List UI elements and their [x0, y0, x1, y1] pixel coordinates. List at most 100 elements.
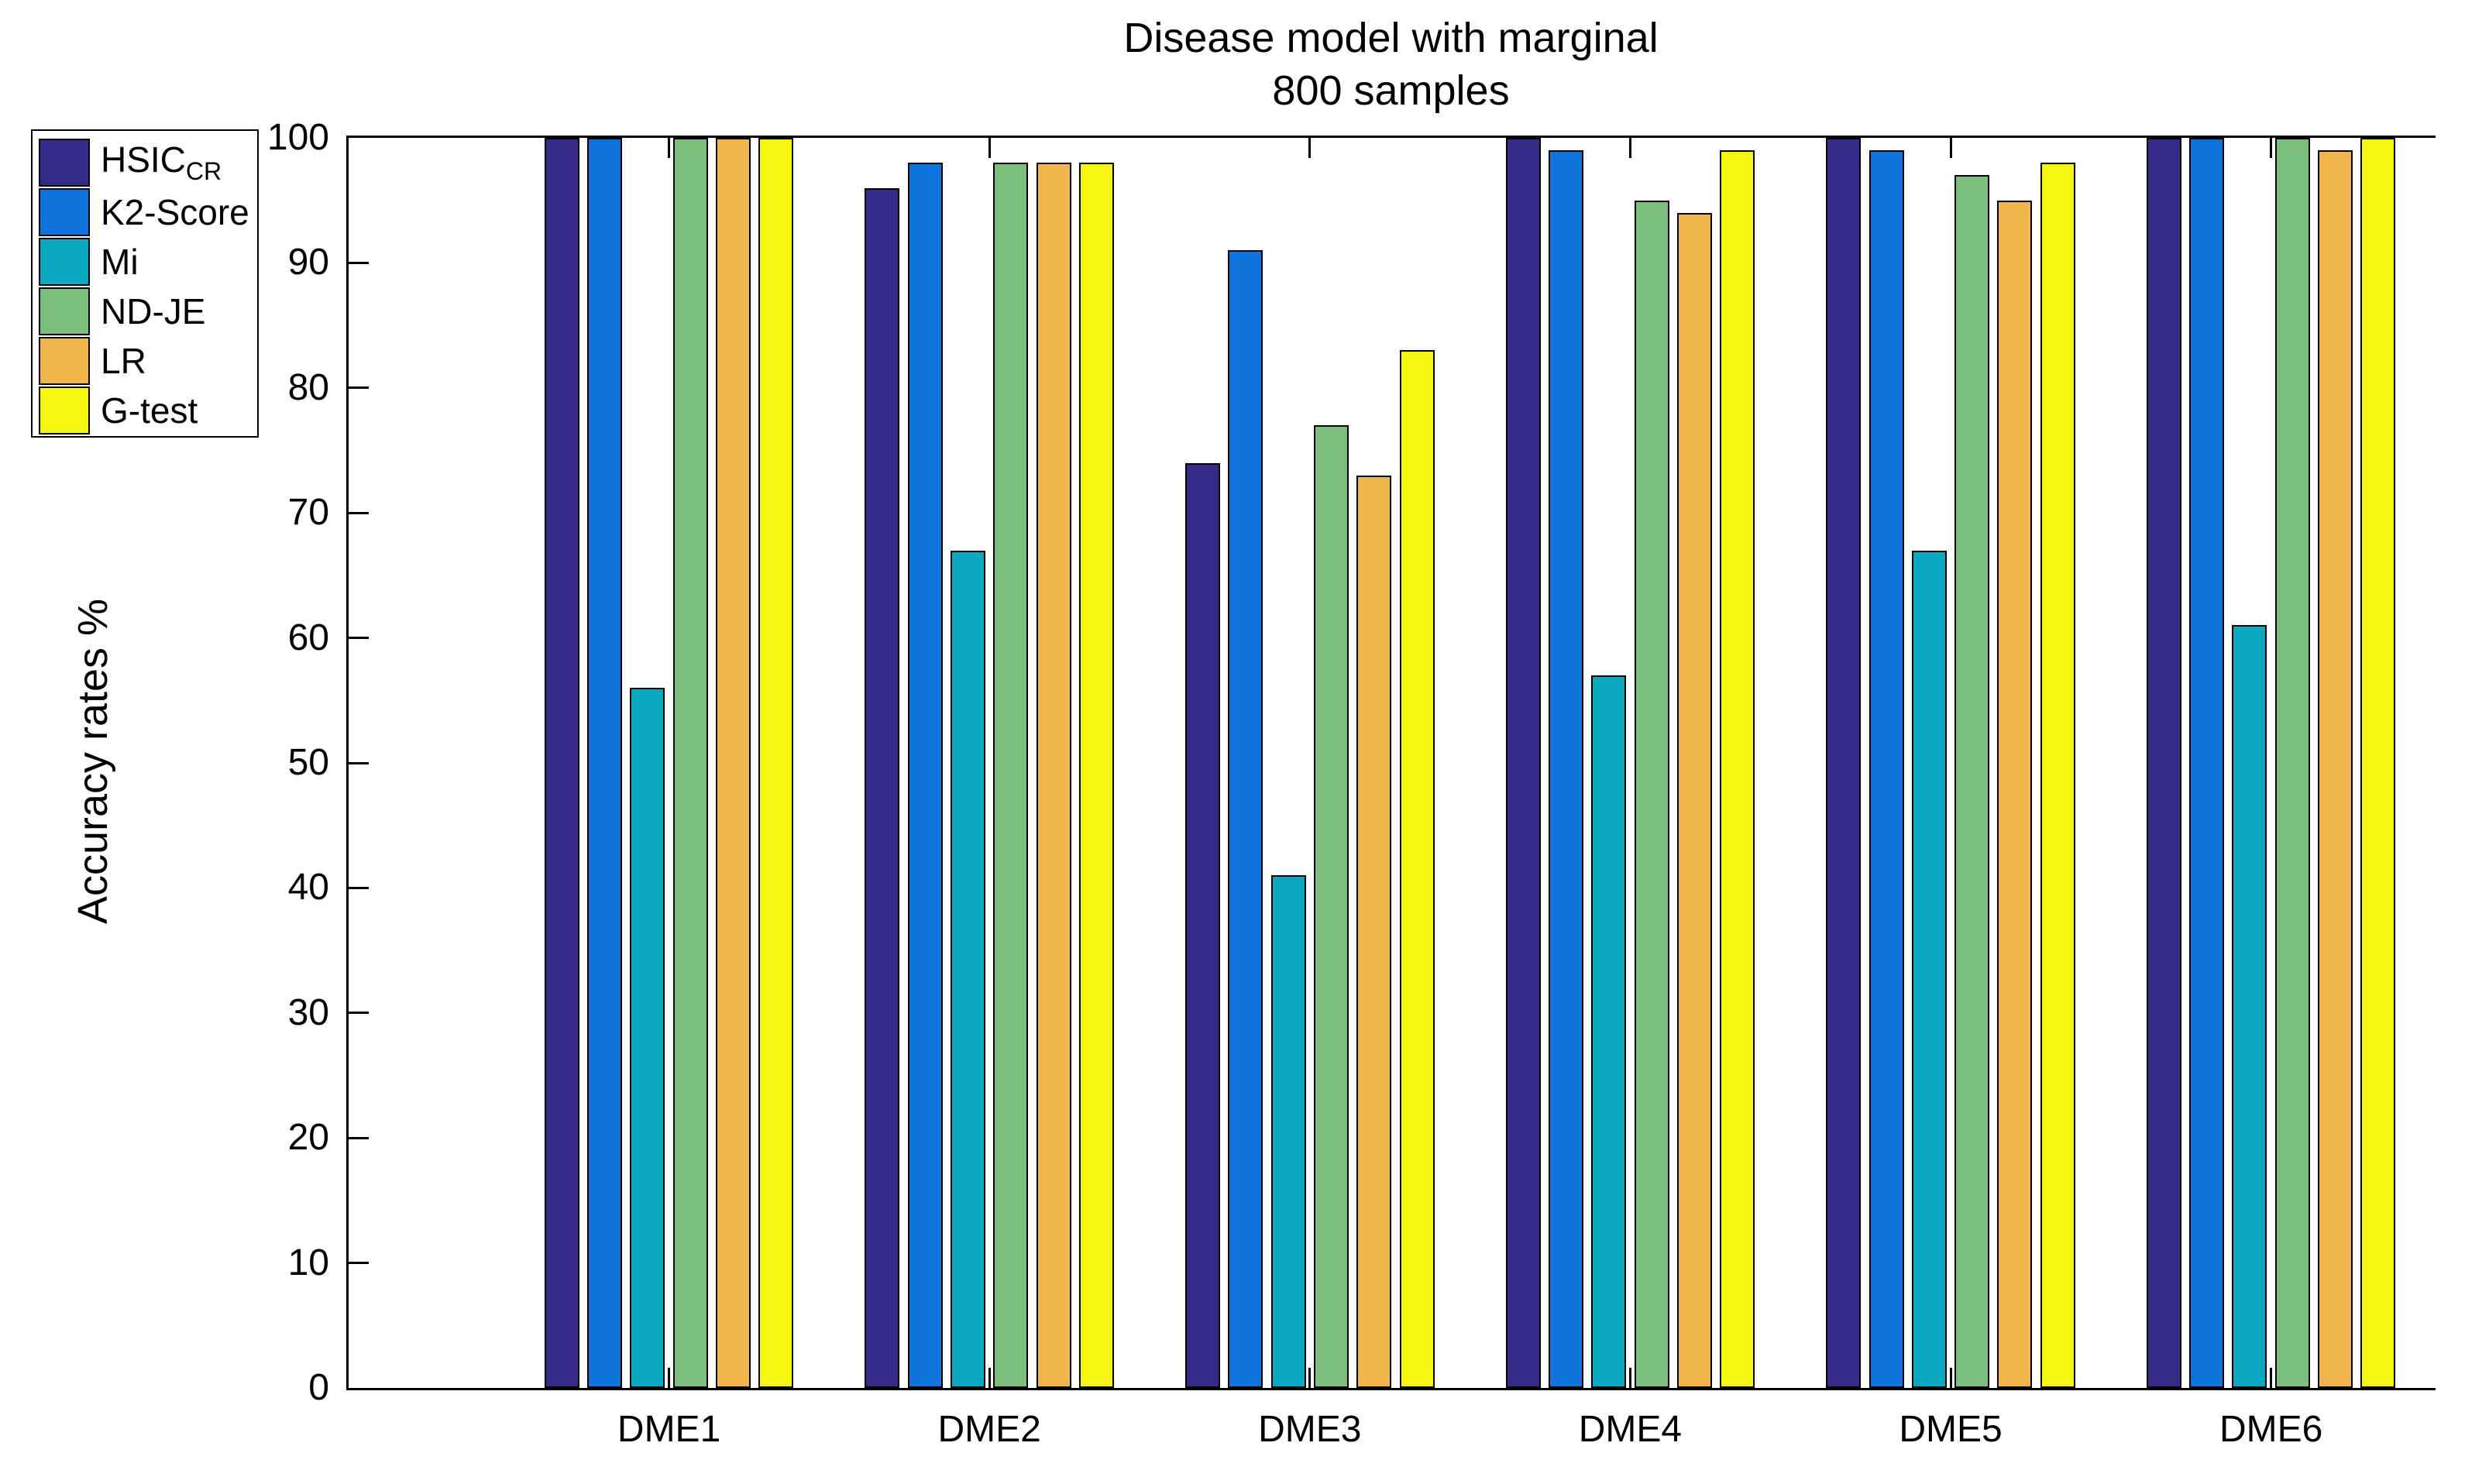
x-tick-label-DME3: DME3	[1258, 1409, 1362, 1450]
y-tick-label-20: 20	[287, 1117, 329, 1159]
y-tick-label-100: 100	[266, 117, 329, 158]
bar-DME1-ND-JE	[672, 138, 708, 1388]
x-tick-mark-bottom-DME6	[2270, 1368, 2273, 1388]
legend-swatch-G-test	[39, 386, 90, 435]
axis-spine-top	[346, 136, 2436, 138]
x-tick-mark-top-DME1	[668, 138, 671, 158]
bar-DME3-G-test	[1399, 350, 1435, 1388]
y-tick-label-60: 60	[287, 617, 329, 658]
bar-DME5-ND-JE	[1954, 175, 1990, 1388]
legend-entry-HSICCR: HSICCR	[39, 139, 222, 187]
bar-DME6-K2-Score	[2189, 138, 2225, 1388]
y-tick-label-80: 80	[287, 366, 329, 408]
x-tick-mark-bottom-DME2	[988, 1368, 991, 1388]
bar-DME2-K2-Score	[907, 163, 943, 1388]
legend-swatch-LR	[39, 337, 90, 385]
legend-label-K2-Score: K2-Score	[101, 192, 249, 232]
chart-title: Disease model with marginal 800 samples	[349, 11, 2433, 116]
bar-DME1-G-test	[758, 138, 794, 1388]
legend-label-LR: LR	[101, 341, 146, 381]
bar-DME5-LR	[1997, 200, 2033, 1388]
bar-DME1-K2-Score	[587, 138, 623, 1388]
legend-label-HSICCR: HSICCR	[101, 139, 222, 186]
x-tick-mark-top-DME3	[1308, 138, 1312, 158]
bar-DME2-G-test	[1078, 163, 1114, 1388]
bar-DME6-ND-JE	[2274, 138, 2310, 1388]
bar-DME5-G-test	[2040, 163, 2075, 1388]
y-axis-label: Accuracy rates %	[70, 598, 116, 925]
bar-DME3-Mi	[1270, 875, 1306, 1388]
bar-DME3-ND-JE	[1313, 425, 1349, 1388]
y-tick-mark-30	[349, 1012, 369, 1015]
bar-DME6-Mi	[2232, 625, 2267, 1388]
legend-entry-ND-JE: ND-JE	[39, 287, 205, 335]
legend-entry-G-test: G-test	[39, 386, 198, 435]
legend-swatch-Mi	[39, 238, 90, 286]
y-tick-mark-60	[349, 637, 369, 640]
x-tick-mark-top-DME6	[2270, 138, 2273, 158]
y-tick-label-90: 90	[287, 242, 329, 283]
bar-DME5-Mi	[1911, 550, 1947, 1388]
legend-box: HSICCR K2-Score Mi ND-JE LR G-test	[31, 129, 259, 438]
x-tick-label-DME1: DME1	[617, 1409, 721, 1450]
bar-DME2-LR	[1036, 163, 1071, 1388]
x-tick-mark-bottom-DME3	[1308, 1368, 1312, 1388]
axis-spine-bottom	[346, 1388, 2436, 1390]
x-tick-mark-bottom-DME5	[1949, 1368, 1952, 1388]
x-tick-mark-top-DME4	[1628, 138, 1631, 158]
y-tick-mark-80	[349, 386, 369, 390]
bar-DME6-HSICCR	[2146, 138, 2181, 1388]
y-tick-label-70: 70	[287, 492, 329, 534]
bar-DME4-G-test	[1720, 150, 1755, 1388]
legend-entry-Mi: Mi	[39, 238, 139, 286]
y-tick-label-50: 50	[287, 742, 329, 783]
x-tick-mark-top-DME2	[988, 138, 991, 158]
chart-title-line1: Disease model with marginal	[1123, 15, 1659, 61]
legend-entry-K2-Score: K2-Score	[39, 188, 249, 236]
y-tick-mark-70	[349, 511, 369, 514]
y-tick-label-30: 30	[287, 991, 329, 1033]
bar-DME2-ND-JE	[993, 163, 1029, 1388]
x-tick-label-DME5: DME5	[1899, 1409, 2003, 1450]
y-tick-label-40: 40	[287, 867, 329, 909]
y-tick-mark-10	[349, 1262, 369, 1265]
bar-DME4-ND-JE	[1634, 200, 1669, 1388]
axis-spine-left	[346, 136, 349, 1390]
bar-DME4-HSICCR	[1505, 138, 1541, 1388]
bar-DME2-Mi	[951, 550, 986, 1388]
bar-DME5-HSICCR	[1826, 138, 1862, 1388]
bar-DME1-LR	[716, 138, 751, 1388]
bar-DME4-K2-Score	[1548, 150, 1583, 1388]
bar-DME6-LR	[2318, 150, 2353, 1388]
bar-DME2-HSICCR	[865, 187, 900, 1388]
x-tick-mark-top-DME5	[1949, 138, 1952, 158]
bar-DME5-K2-Score	[1869, 150, 1904, 1388]
bar-DME1-Mi	[630, 688, 665, 1388]
y-tick-mark-20	[349, 1136, 369, 1139]
bar-DME4-LR	[1676, 212, 1712, 1388]
plot-area	[349, 138, 2433, 1388]
y-tick-label-0: 0	[308, 1367, 329, 1408]
x-tick-mark-bottom-DME4	[1628, 1368, 1631, 1388]
x-tick-label-DME6: DME6	[2219, 1409, 2323, 1450]
legend-label-G-test: G-test	[101, 390, 198, 431]
legend-swatch-ND-JE	[39, 287, 90, 335]
y-tick-label-10: 10	[287, 1242, 329, 1283]
y-tick-mark-50	[349, 761, 369, 764]
legend-label-ND-JE: ND-JE	[101, 291, 206, 331]
legend-label-Mi: Mi	[101, 242, 139, 282]
chart-title-line2: 800 samples	[1272, 67, 1510, 114]
legend-swatch-K2-Score	[39, 188, 90, 236]
x-tick-mark-bottom-DME1	[668, 1368, 671, 1388]
bar-DME6-G-test	[2360, 138, 2396, 1388]
bar-DME3-HSICCR	[1185, 462, 1221, 1388]
y-tick-mark-40	[349, 886, 369, 889]
bar-DME1-HSICCR	[544, 138, 579, 1388]
bar-DME4-Mi	[1591, 675, 1627, 1388]
x-tick-label-DME4: DME4	[1578, 1409, 1683, 1450]
legend-entry-LR: LR	[39, 337, 146, 385]
bar-DME3-K2-Score	[1228, 250, 1263, 1388]
bar-DME3-LR	[1356, 475, 1392, 1388]
x-tick-label-DME2: DME2	[937, 1409, 1041, 1450]
